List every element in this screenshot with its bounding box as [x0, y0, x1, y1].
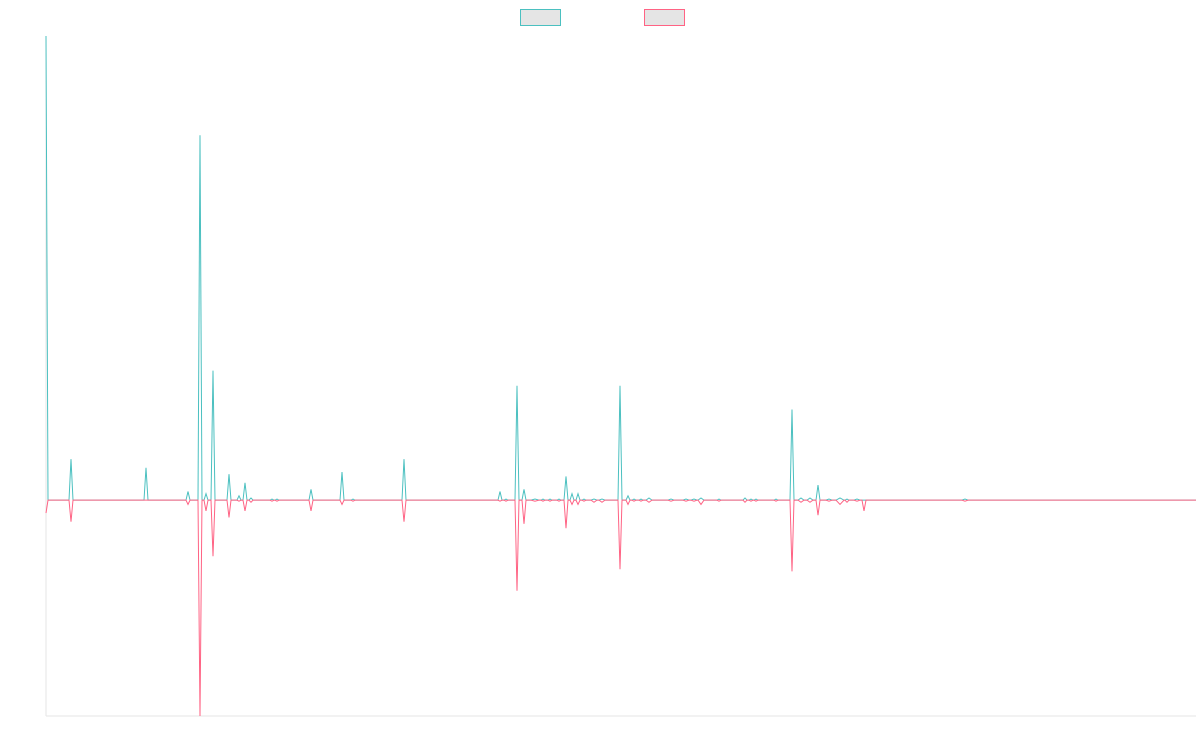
series-layer: [45, 35, 1196, 717]
series-line-1: [45, 35, 1196, 501]
series-line-2: [45, 499, 1196, 717]
legend-swatch-1: [520, 9, 561, 26]
axes: [45, 36, 1196, 717]
legend: [520, 9, 685, 26]
legend-swatch-2: [644, 9, 685, 26]
